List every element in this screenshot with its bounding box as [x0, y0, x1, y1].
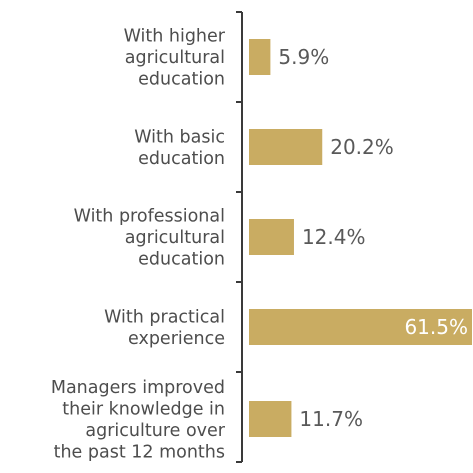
bar [249, 129, 323, 165]
data-label: 11.7% [299, 407, 363, 431]
category-label-line: agricultural [125, 228, 225, 248]
category-label-line: experience [128, 329, 225, 349]
category-label-line: Managers improved [51, 378, 225, 398]
data-label: 20.2% [330, 135, 394, 159]
category-label-line: their knowledge in [62, 399, 225, 419]
category-label-line: With professional [74, 207, 225, 227]
category-label: With professional agricultural education [74, 207, 225, 270]
category-label: Managers improved their knowledge in agric… [51, 378, 226, 463]
category-label-line: education [138, 70, 225, 90]
category-label-line: With higher [124, 27, 226, 47]
data-label: 12.4% [302, 225, 366, 249]
category-label-line: education [138, 250, 225, 270]
bar [249, 401, 292, 437]
category-label-line: With practical [104, 307, 225, 327]
category-label-line: agricultural [125, 48, 225, 68]
category-label-line: the past 12 months [54, 442, 225, 462]
bar [249, 309, 472, 345]
bar [249, 39, 271, 75]
category-label-line: With basic [134, 127, 225, 147]
bar [249, 219, 294, 255]
category-label: With basic education [134, 127, 225, 169]
category-label: With practical experience [104, 307, 225, 349]
data-label: 5.9% [278, 45, 329, 69]
category-label-line: agriculture over [85, 421, 225, 441]
category-label-line: education [138, 149, 225, 169]
data-label: 61.5% [404, 315, 468, 339]
category-label: With higher agricultural education [124, 27, 226, 90]
